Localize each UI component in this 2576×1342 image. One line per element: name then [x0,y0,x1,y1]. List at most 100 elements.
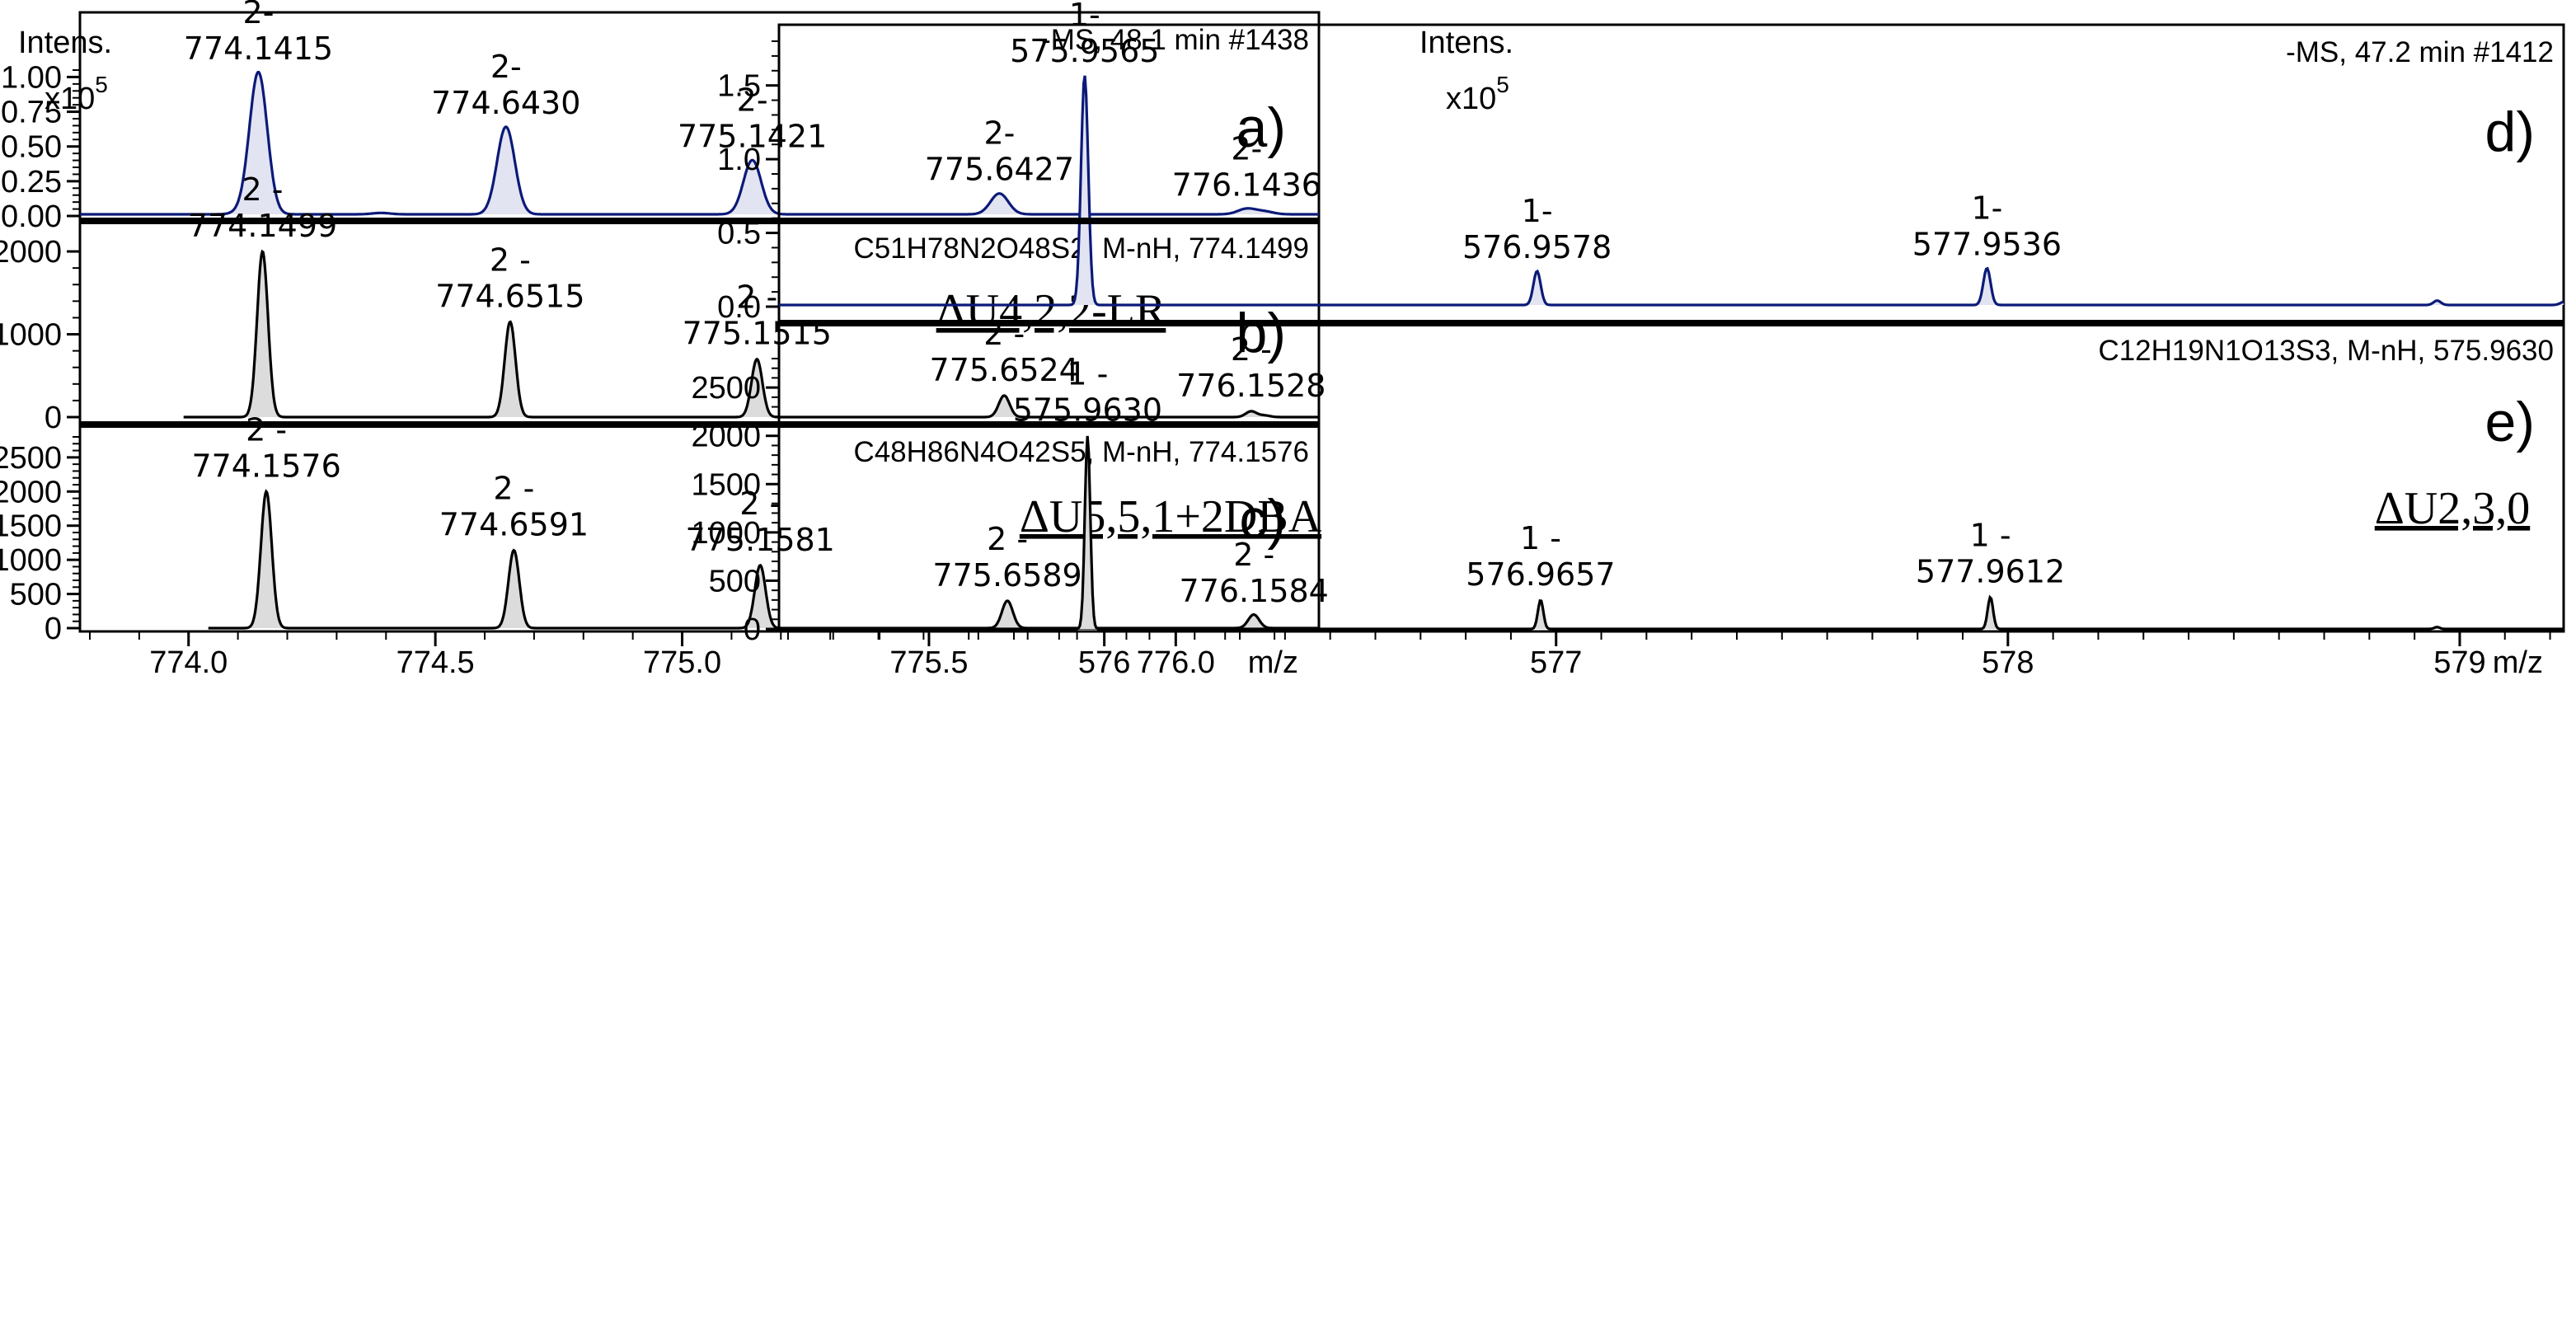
panel-label: d) [2485,101,2535,163]
panel-info-text: C48H86N4O42S5, M-nH, 774.1576 [853,436,1309,468]
peak-charge-label: 2 - [493,471,534,507]
peak-mz-label: 576.9657 [1466,556,1615,593]
compound-name: ΔU4,2,2-LR [936,285,1166,336]
peak-charge-label: 1- [1069,0,1100,33]
y-tick-label: 500 [10,578,62,612]
y-tick-label: 1000 [691,516,761,551]
right-y-scale-prefix: x10 [1446,82,1496,116]
x-tick-label: 576 [1078,645,1130,680]
peak-mz-label: 774.1576 [191,448,340,484]
peak-mz-label: 774.6591 [439,507,589,543]
y-tick-label: 1000 [0,318,62,353]
y-tick-label: 2500 [691,371,761,406]
y-tick-label: 0.0 [717,290,761,325]
spectrum-trace [779,435,2564,631]
y-tick-label: 1500 [0,509,62,544]
peak-mz-label: 774.1499 [188,208,337,244]
peak-mz-label: 774.6430 [431,85,580,121]
left-y-scale-label: x105 [45,72,108,116]
y-tick-label: 1.5 [717,69,761,104]
peak-charge-label: 2- [983,115,1015,152]
x-tick-label: 775.0 [643,645,721,680]
y-tick-label: 0.25 [1,165,62,199]
right-y-unit-header: Intens. x105 [1419,26,1513,116]
x-tick-label: 578 [1982,645,2034,680]
x-tick-label: 774.5 [396,645,475,680]
peak-charge-label: 2- [243,0,274,30]
panel-label: c) [1239,488,1286,551]
peak-charge-label: 1 - [1067,356,1108,392]
spectrum-trace [80,70,1319,216]
right-y-scale-exponent: 5 [1496,72,1509,97]
x-tick-label: 579 [2433,645,2485,680]
peak-charge-label: 2- [490,49,522,85]
x-axis-label: m/z [2493,645,2543,680]
y-tick-label: 0.75 [1,96,62,130]
y-tick-label: 0.00 [1,199,62,234]
left-y-scale-prefix: x10 [45,82,95,116]
x-tick-label: 577 [1530,645,1582,680]
peak-mz-label: 776.1436 [1172,167,1321,203]
x-tick-label: 776.0 [1137,645,1215,680]
left-y-scale-exponent: 5 [95,72,108,97]
spectrum-fill [779,75,2564,306]
peak-charge-label: 2 - [987,521,1028,557]
y-tick-label: 1000 [0,543,62,578]
peak-mz-label: 575.9565 [1010,33,1159,69]
spectra-panels: 0.000.250.500.751.002-774.1415 2-774.6430… [0,0,2565,680]
y-tick-label: 0 [744,612,761,647]
panel-a: 0.000.250.500.751.002-774.1415 2-774.6430… [1,0,1321,234]
right-intens-label: Intens. [1419,26,1513,60]
panel-info-text: -MS, 47.2 min #1412 [2286,36,2554,68]
x-tick-label: 774.0 [149,645,228,680]
y-tick-label: 0 [45,401,62,435]
peak-mz-label: 775.1421 [678,118,827,154]
y-tick-label: 1.0 [717,143,761,177]
peak-charge-label: 2 - [736,279,777,316]
compound-name: ΔU5,5,1+2DBA [1020,491,1322,542]
peak-charge-label: 1- [1971,190,2002,226]
y-tick-label: 1500 [691,467,761,502]
peak-mz-label: 577.9536 [1912,226,2062,262]
x-axis-label: m/z [1248,645,1298,680]
peak-mz-label: 776.1584 [1180,573,1329,609]
peak-mz-label: 775.1581 [686,522,835,558]
right-y-scale-label: x105 [1446,72,1509,116]
peak-mz-label: 775.6524 [930,352,1079,388]
y-tick-label: 1.00 [1,60,62,95]
panel-info-text: -MS, 48.1 min #1438 [1041,24,1309,56]
panel-label: e) [2485,391,2535,453]
peak-charge-label: 2 - [1233,537,1274,573]
y-tick-label: 0.50 [1,130,62,165]
y-tick-label: 2000 [0,475,62,509]
peak-mz-label: 775.6589 [932,557,1082,594]
peak-mz-label: 774.6515 [435,278,584,314]
spectrum-fill [208,491,1320,628]
peak-mz-label: 576.9578 [1462,229,1612,265]
peak-charge-label: 1 - [1970,517,2011,553]
peak-mz-label: 775.6427 [925,152,1074,188]
peak-charge-label: 1- [1522,193,1553,229]
panel-d: 0.00.51.01.51-575.95651-576.95781-577.95… [717,0,2565,325]
peak-mz-label: 774.1415 [184,30,333,67]
peak-mz-label: 577.9612 [1916,553,2065,589]
spectrum-trace [183,249,1319,419]
peak-charge-label: 2 - [242,171,284,208]
left-intens-label: Intens. [18,26,112,60]
panel-label: b) [1236,302,1286,364]
y-tick-label: 2000 [0,235,62,270]
peak-charge-label: 2- [737,82,768,118]
y-tick-label: 0 [45,612,62,646]
y-tick-label: 2500 [0,441,62,476]
peak-charge-label: 2 - [490,242,531,278]
panel-label: a) [1236,96,1286,159]
peak-mz-label: 776.1528 [1176,368,1326,404]
peak-charge-label: 1 - [1520,520,1561,556]
x-tick-label: 775.5 [889,645,968,680]
peak-charge-label: 2 - [1231,331,1272,368]
compound-name: ΔU2,3,0 [2375,483,2530,534]
y-tick-label: 500 [709,564,761,598]
